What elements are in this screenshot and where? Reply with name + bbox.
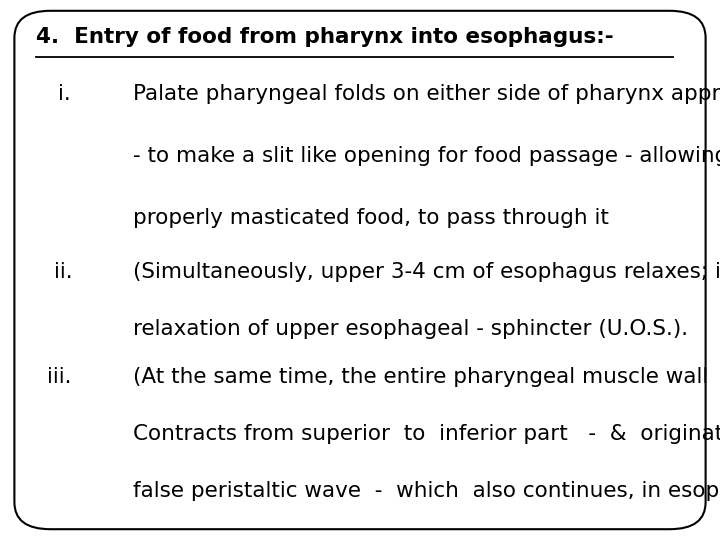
Text: Palate pharyngeal folds on either side of pharynx approximate: Palate pharyngeal folds on either side o… [133,84,720,104]
Text: iii.: iii. [47,367,71,387]
Text: Contracts from superior  to  inferior part   -  &  originating  a: Contracts from superior to inferior part… [133,424,720,444]
Text: 4.  Entry of food from pharynx into esophagus:-: 4. Entry of food from pharynx into esoph… [36,27,613,47]
Text: (Simultaneously, upper 3-4 cm of esophagus relaxes; i.e.: (Simultaneously, upper 3-4 cm of esophag… [133,262,720,282]
FancyBboxPatch shape [14,11,706,529]
Text: false peristaltic wave  -  which  also continues, in esophagus .: false peristaltic wave - which also cont… [133,481,720,501]
Text: - to make a slit like opening for food passage - allowing only: - to make a slit like opening for food p… [133,146,720,166]
Text: ii.: ii. [54,262,73,282]
Text: relaxation of upper esophageal - sphincter (U.O.S.).: relaxation of upper esophageal - sphinct… [133,319,688,339]
Text: properly masticated food, to pass through it: properly masticated food, to pass throug… [133,208,609,228]
Text: (At the same time, the entire pharyngeal muscle wall: (At the same time, the entire pharyngeal… [133,367,708,387]
Text: i.: i. [58,84,71,104]
